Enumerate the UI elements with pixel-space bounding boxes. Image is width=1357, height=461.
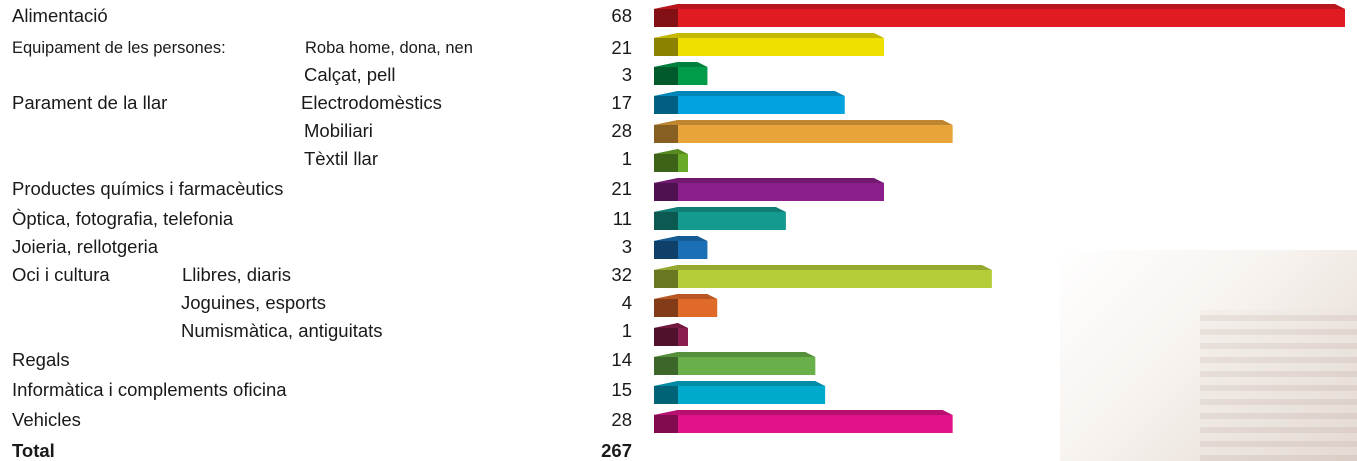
value-label: 17 — [611, 92, 632, 113]
category-label: Òptica, fotografia, telefonia — [12, 208, 234, 229]
bar-top-face — [654, 120, 953, 125]
category-label: Informàtica i complements oficina — [12, 379, 287, 400]
background-photo-stripes — [1200, 310, 1357, 461]
subcategory-label: Tèxtil llar — [304, 148, 379, 169]
bar-front-face — [678, 38, 884, 56]
bar-end-cap — [654, 410, 678, 433]
bar-front-face — [678, 212, 786, 230]
bar-front-face — [678, 241, 708, 259]
bar — [654, 33, 884, 56]
bar — [654, 381, 826, 404]
value-label: 68 — [611, 5, 632, 26]
value-label: 21 — [611, 37, 632, 58]
bar-top-face — [654, 207, 786, 212]
bar — [654, 265, 992, 288]
total-value: 267 — [601, 440, 632, 461]
bar — [654, 120, 953, 143]
bar — [654, 62, 708, 85]
category-label: Regals — [12, 349, 70, 370]
value-label: 1 — [621, 320, 632, 341]
bar-top-face — [654, 381, 826, 386]
bar-end-cap — [654, 62, 678, 85]
bar-end-cap — [654, 207, 678, 230]
bar-front-face — [678, 357, 816, 375]
bar-front-face — [678, 125, 953, 143]
value-label: 3 — [621, 236, 632, 257]
subcategory-label: Roba home, dona, nen — [305, 39, 473, 57]
bar-top-face — [654, 294, 718, 299]
subcategory-label: Mobiliari — [304, 120, 373, 141]
bar — [654, 323, 688, 346]
value-label: 21 — [611, 178, 632, 199]
bar — [654, 410, 953, 433]
category-label: Vehicles — [12, 409, 81, 430]
bar-front-face — [678, 415, 953, 433]
bar — [654, 352, 816, 375]
bar — [654, 236, 708, 259]
bar-top-face — [654, 149, 688, 154]
bar — [654, 207, 786, 230]
bar-front-face — [678, 96, 845, 114]
value-label: 3 — [621, 64, 632, 85]
value-label: 4 — [621, 292, 632, 313]
subcategory-label: Joguines, esports — [181, 292, 327, 313]
value-label: 11 — [612, 208, 632, 229]
bar-end-cap — [654, 178, 678, 201]
bar-front-face — [678, 67, 708, 85]
bar-end-cap — [654, 381, 678, 404]
value-label: 28 — [611, 409, 632, 430]
subcategory-label: Calçat, pell — [304, 64, 396, 85]
category-label: Parament de la llar — [12, 92, 168, 113]
category-label: Joieria, rellotgeria — [12, 236, 159, 257]
bar — [654, 91, 845, 114]
bar-top-face — [654, 62, 708, 67]
bar-front-face — [678, 9, 1345, 27]
bar-end-cap — [654, 323, 678, 346]
category-label: Oci i cultura — [12, 264, 110, 285]
bar-front-face — [678, 386, 826, 404]
bar-end-cap — [654, 294, 678, 317]
value-label: 28 — [611, 120, 632, 141]
bar-front-face — [678, 154, 688, 172]
bar-top-face — [654, 352, 816, 357]
bar-top-face — [654, 4, 1345, 9]
bar-top-face — [654, 410, 953, 415]
background-photo — [1060, 250, 1357, 461]
subcategory-label: Electrodomèstics — [301, 92, 442, 113]
value-label: 1 — [621, 148, 632, 169]
bar-top-face — [654, 323, 688, 328]
value-label: 32 — [611, 264, 632, 285]
bar — [654, 4, 1345, 27]
bar-top-face — [654, 91, 845, 96]
bar-end-cap — [654, 91, 678, 114]
category-label: Productes químics i farmacèutics — [12, 178, 284, 199]
subcategory-label: Llibres, diaris — [182, 264, 291, 285]
subcategory-label: Numismàtica, antiguitats — [181, 320, 383, 341]
bar — [654, 178, 884, 201]
bar-top-face — [654, 33, 884, 38]
bar-top-face — [654, 178, 884, 183]
bar-top-face — [654, 236, 708, 241]
total-label: Total — [12, 440, 55, 461]
bar-front-face — [678, 328, 688, 346]
bar-end-cap — [654, 120, 678, 143]
value-label: 14 — [611, 349, 632, 370]
bar-end-cap — [654, 33, 678, 56]
bar — [654, 294, 718, 317]
category-label: Equipament de les persones: — [12, 39, 226, 57]
bar-end-cap — [654, 265, 678, 288]
bar-end-cap — [654, 236, 678, 259]
bar — [654, 149, 688, 172]
bar-front-face — [678, 183, 884, 201]
bar-front-face — [678, 299, 718, 317]
value-label: 15 — [611, 379, 632, 400]
bar-front-face — [678, 270, 992, 288]
bar-end-cap — [654, 149, 678, 172]
bar-end-cap — [654, 4, 678, 27]
category-label: Alimentació — [12, 5, 108, 26]
bar-top-face — [654, 265, 992, 270]
bar-end-cap — [654, 352, 678, 375]
